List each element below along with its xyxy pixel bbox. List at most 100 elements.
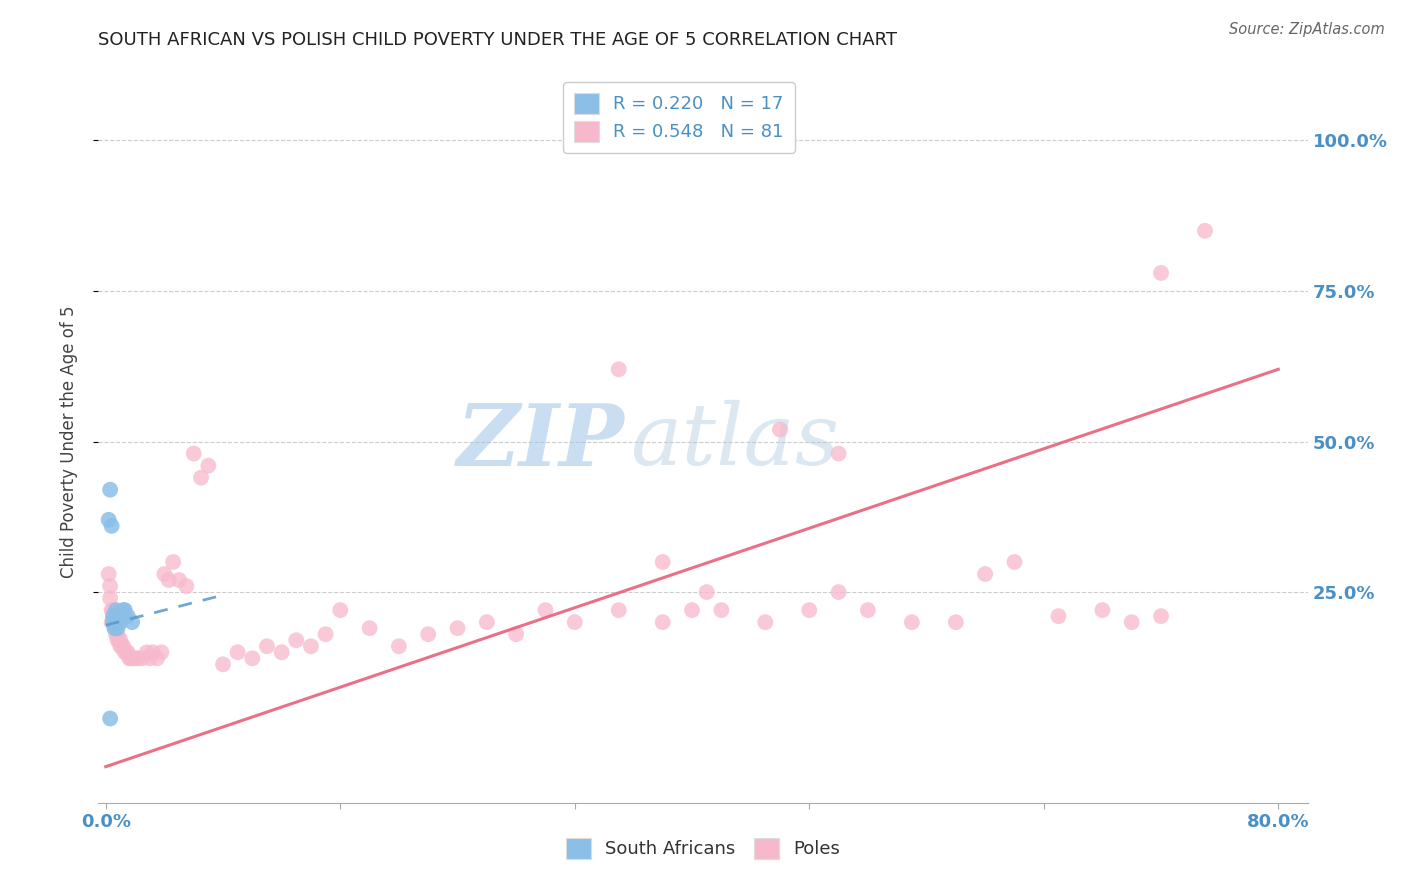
Point (108, 633, 131, 648)
Point (105, 603, 128, 617)
Point (98, 591, 121, 606)
Point (127, 651, 149, 665)
Point (101, 615, 124, 630)
Point (101, 609, 124, 624)
Point (97, 513, 120, 527)
Point (114, 603, 136, 617)
Point (112, 639, 135, 653)
Point (110, 615, 132, 630)
Point (607, 603, 630, 617)
Point (329, 603, 352, 617)
Point (1150, 266, 1173, 280)
Point (100, 519, 122, 533)
Point (117, 609, 139, 624)
Point (827, 585, 849, 599)
Point (651, 615, 673, 630)
Point (103, 609, 125, 624)
Point (945, 615, 967, 630)
Point (100, 615, 122, 630)
Point (388, 639, 411, 653)
Point (105, 615, 128, 630)
Point (142, 645, 165, 659)
Legend: South Africans, Poles: South Africans, Poles (558, 830, 848, 866)
Point (110, 633, 132, 648)
Point (110, 639, 132, 653)
Point (114, 645, 136, 659)
Point (103, 621, 125, 635)
Text: atlas: atlas (630, 401, 839, 483)
Point (105, 621, 128, 635)
Point (146, 651, 169, 665)
Point (901, 615, 924, 630)
Text: ZIP: ZIP (457, 400, 624, 483)
Point (299, 639, 322, 653)
Point (162, 555, 184, 569)
Point (240, 651, 263, 665)
Point (135, 645, 157, 659)
Point (131, 651, 153, 665)
Point (856, 603, 879, 617)
Text: Source: ZipAtlas.com: Source: ZipAtlas.com (1229, 22, 1385, 37)
Point (754, 615, 776, 630)
Point (157, 573, 180, 587)
Point (107, 627, 129, 641)
Point (98, 579, 121, 593)
Point (769, 423, 792, 437)
Point (138, 651, 160, 665)
Point (564, 615, 586, 630)
Point (827, 447, 849, 461)
Point (108, 609, 131, 624)
Point (696, 585, 718, 599)
Point (1047, 609, 1070, 624)
Point (97, 567, 120, 582)
Point (118, 651, 141, 665)
Point (799, 603, 821, 617)
Point (111, 639, 134, 653)
Point (651, 555, 673, 569)
Point (285, 633, 308, 648)
Point (1091, 603, 1114, 617)
Point (974, 567, 997, 582)
Point (112, 603, 135, 617)
Point (124, 651, 146, 665)
Point (359, 621, 381, 635)
Point (101, 615, 124, 630)
Point (150, 645, 173, 659)
Point (120, 651, 142, 665)
Point (183, 447, 205, 461)
Point (121, 615, 143, 630)
Point (270, 645, 292, 659)
Point (446, 621, 468, 635)
Point (107, 633, 129, 648)
Point (100, 603, 122, 617)
Point (115, 645, 138, 659)
Point (212, 657, 235, 672)
Point (111, 609, 134, 624)
Point (190, 471, 212, 485)
Point (105, 627, 128, 641)
Point (226, 645, 249, 659)
Point (153, 567, 176, 582)
Point (256, 639, 278, 653)
Point (315, 627, 337, 641)
Point (98, 712, 121, 726)
Point (534, 603, 557, 617)
Point (681, 603, 703, 617)
Point (98, 483, 121, 497)
Text: SOUTH AFRICAN VS POLISH CHILD POVERTY UNDER THE AGE OF 5 CORRELATION CHART: SOUTH AFRICAN VS POLISH CHILD POVERTY UN… (98, 31, 897, 49)
Point (167, 573, 190, 587)
Point (710, 603, 733, 617)
Point (475, 615, 498, 630)
Point (103, 621, 125, 635)
Point (101, 603, 124, 617)
Point (117, 645, 139, 659)
Point (418, 627, 440, 641)
Y-axis label: Child Poverty Under the Age of 5: Child Poverty Under the Age of 5 (59, 305, 77, 578)
Point (197, 458, 219, 473)
Point (607, 362, 630, 376)
Point (1121, 615, 1143, 630)
Point (1194, 224, 1216, 238)
Point (107, 621, 129, 635)
Point (121, 651, 143, 665)
Point (1004, 555, 1026, 569)
